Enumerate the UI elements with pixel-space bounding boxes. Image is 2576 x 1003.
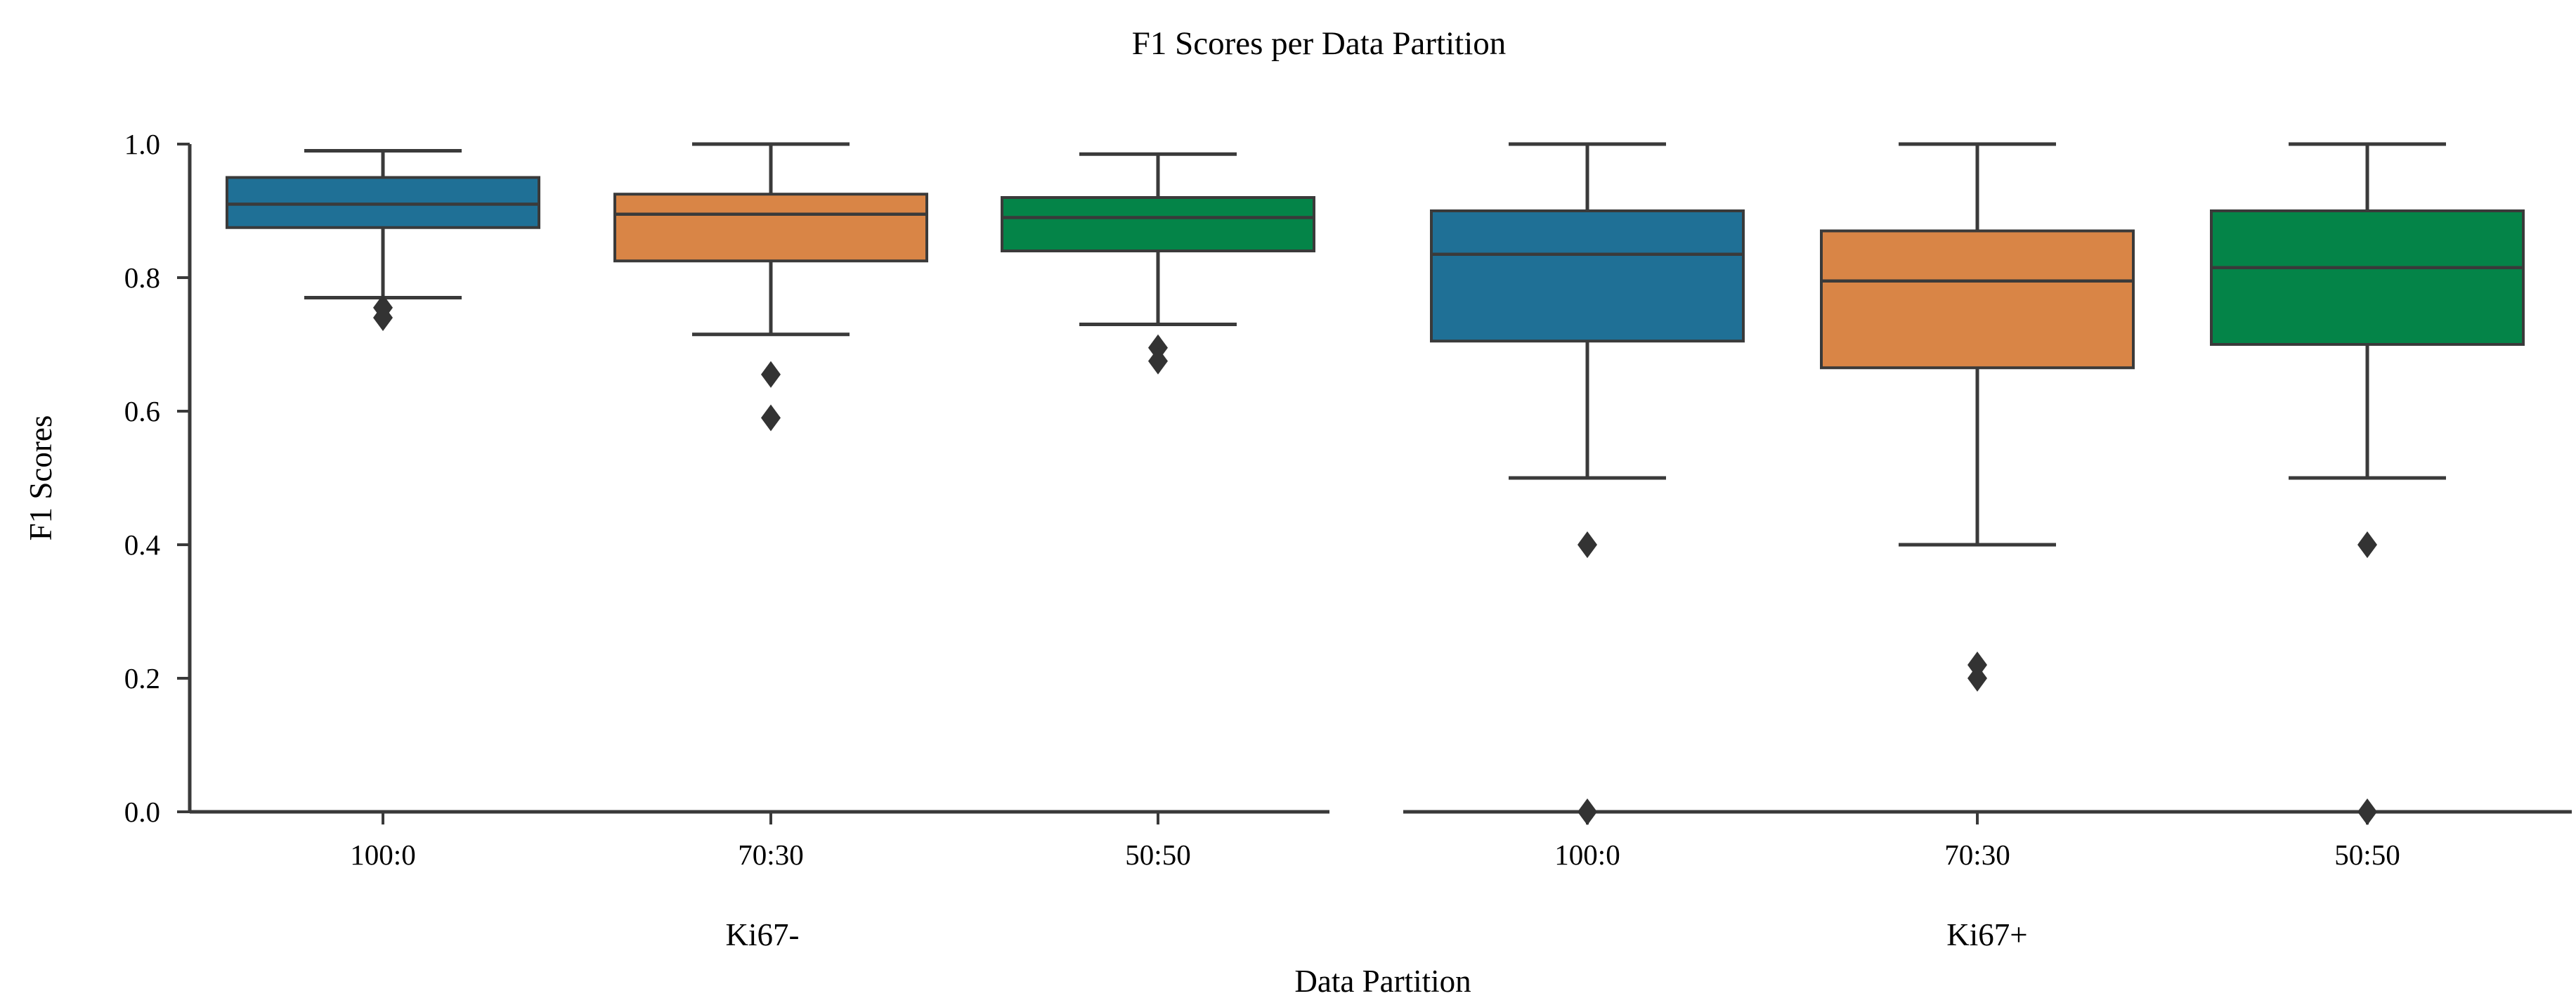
y-tick-label: 0.8	[124, 261, 160, 294]
box-Ki67-100-0	[226, 176, 540, 229]
x-tick-label: 70:30	[1944, 839, 2010, 871]
box-Ki67-70-30-outlier	[761, 404, 781, 432]
x-tick-label: 100:0	[1554, 839, 1620, 871]
box-Ki67-100-0	[1430, 209, 1745, 343]
y-tick-label: 0.2	[124, 662, 160, 694]
x-tick-label: 70:30	[738, 839, 803, 871]
box-Ki67-50-50	[2210, 209, 2525, 346]
box-Ki67-100-0-outlier	[1578, 798, 1597, 825]
group-label-ki67-minus: Ki67-	[725, 917, 800, 952]
box-Ki67-100-0-outlier	[1578, 531, 1597, 558]
x-axis-label: Data Partition	[1294, 964, 1471, 999]
box-Ki67-50-50-outlier	[2357, 798, 2377, 825]
y-tick-label: 1.0	[124, 128, 160, 160]
box-Ki67-70-30	[613, 193, 928, 263]
group-label-ki67-plus: Ki67+	[1946, 917, 2028, 952]
box-Ki67-50-50	[1001, 196, 1315, 252]
chart-title: F1 Scores per Data Partition	[1131, 25, 1507, 62]
y-tick-label: 0.0	[124, 796, 160, 828]
box-Ki67-100-0-outlier	[373, 304, 393, 331]
y-tick-label: 0.4	[124, 529, 160, 561]
box-Ki67-70-30-outlier	[761, 361, 781, 388]
x-tick-label: 50:50	[2334, 839, 2400, 871]
y-axis-label: F1 Scores	[23, 415, 58, 541]
box-Ki67-50-50-outlier	[2357, 531, 2377, 558]
x-tick-label: 50:50	[1125, 839, 1190, 871]
box-Ki67-70-30-outlier	[1967, 665, 1987, 692]
box-Ki67-70-30	[1820, 229, 2135, 370]
x-tick-label: 100:0	[350, 839, 415, 871]
box-Ki67-50-50-outlier	[1148, 347, 1168, 375]
y-tick-label: 0.6	[124, 395, 160, 427]
